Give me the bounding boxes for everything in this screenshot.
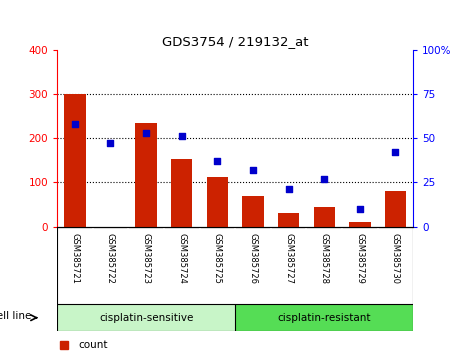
Text: GSM385728: GSM385728 <box>320 233 329 284</box>
Text: GSM385724: GSM385724 <box>177 233 186 284</box>
Bar <box>242 196 264 227</box>
Point <box>356 206 364 212</box>
Bar <box>278 213 299 227</box>
Bar <box>235 304 413 331</box>
Point <box>249 167 256 173</box>
Text: cisplatin-resistant: cisplatin-resistant <box>277 313 371 323</box>
Text: GSM385721: GSM385721 <box>70 233 79 284</box>
Text: GSM385730: GSM385730 <box>391 233 400 284</box>
Text: GSM385727: GSM385727 <box>284 233 293 284</box>
Text: GSM385725: GSM385725 <box>213 233 222 284</box>
Text: GSM385726: GSM385726 <box>248 233 257 284</box>
Point <box>142 130 150 136</box>
Text: GSM385729: GSM385729 <box>355 233 364 284</box>
Text: GSM385723: GSM385723 <box>142 233 151 284</box>
Bar <box>57 304 235 331</box>
Bar <box>171 159 192 227</box>
Bar <box>314 207 335 227</box>
Bar <box>64 94 86 227</box>
Point <box>320 176 328 182</box>
Title: GDS3754 / 219132_at: GDS3754 / 219132_at <box>162 35 308 48</box>
Point <box>71 121 79 127</box>
Bar <box>385 191 406 227</box>
Point <box>391 149 399 155</box>
Bar <box>349 222 370 227</box>
Point <box>213 158 221 164</box>
Point <box>285 187 293 192</box>
Bar <box>135 122 157 227</box>
Text: cell line: cell line <box>0 312 31 321</box>
Point <box>106 141 114 146</box>
Text: GSM385722: GSM385722 <box>106 233 115 284</box>
Bar <box>207 177 228 227</box>
Text: cisplatin-sensitive: cisplatin-sensitive <box>99 313 193 323</box>
Text: count: count <box>78 340 108 350</box>
Point <box>178 133 185 139</box>
